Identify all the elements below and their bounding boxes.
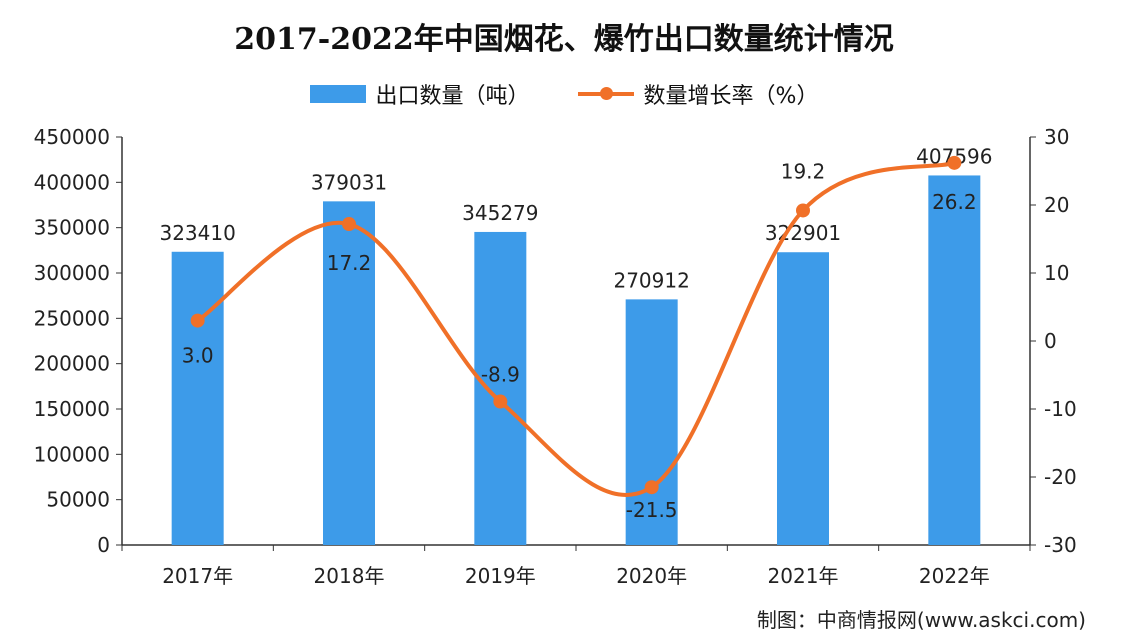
legend-label: 出口数量（吨） bbox=[375, 84, 530, 109]
right-tick-label: 20 bbox=[1044, 193, 1069, 217]
x-tick-label: 2019年 bbox=[465, 564, 536, 588]
bar bbox=[474, 231, 527, 546]
growth-value-label: 3.0 bbox=[182, 344, 214, 368]
x-tick-label: 2020年 bbox=[616, 564, 687, 588]
legend-bar-swatch bbox=[309, 85, 366, 103]
right-tick-label: -10 bbox=[1044, 397, 1077, 421]
x-tick-label: 2021年 bbox=[768, 564, 839, 588]
x-tick-label: 2018年 bbox=[314, 564, 385, 588]
bar-value-label: 322901 bbox=[765, 221, 841, 245]
bar-value-label: 379031 bbox=[311, 170, 387, 194]
left-tick-label: 350000 bbox=[34, 216, 110, 240]
growth-value-label: -21.5 bbox=[626, 498, 678, 522]
left-tick-label: 400000 bbox=[34, 170, 110, 194]
growth-value-label: 19.2 bbox=[781, 159, 826, 183]
growth-value-label: -8.9 bbox=[481, 363, 520, 387]
bar-value-label: 270912 bbox=[613, 268, 689, 292]
left-tick-label: 300000 bbox=[34, 261, 110, 285]
growth-point bbox=[190, 313, 205, 328]
growth-line bbox=[196, 160, 955, 497]
bar bbox=[625, 299, 678, 545]
right-tick-label: 0 bbox=[1044, 329, 1057, 353]
bar bbox=[777, 252, 829, 545]
right-tick-label: 10 bbox=[1044, 261, 1069, 285]
bar bbox=[323, 201, 375, 546]
legend: 出口数量（吨） 数量增长率（%） bbox=[0, 78, 1128, 110]
legend-label: 数量增长率（%） bbox=[643, 84, 819, 109]
right-tick-label: -30 bbox=[1044, 533, 1077, 557]
left-tick-label: 50000 bbox=[46, 488, 110, 512]
left-tick-label: 100000 bbox=[34, 442, 110, 466]
legend-line-swatch bbox=[577, 87, 634, 100]
bar-value-label: 345279 bbox=[462, 201, 538, 225]
growth-point bbox=[493, 394, 508, 409]
x-tick-label: 2017年 bbox=[162, 564, 233, 588]
right-tick-label: 30 bbox=[1044, 125, 1069, 149]
right-tick-label: -20 bbox=[1044, 465, 1077, 489]
growth-point bbox=[644, 480, 659, 495]
left-tick-label: 450000 bbox=[34, 125, 110, 149]
legend-item-line: 数量增长率（%） bbox=[577, 78, 819, 110]
growth-value-label: 26.2 bbox=[932, 190, 977, 214]
chart-title: 2017-2022年中国烟花、爆竹出口数量统计情况 bbox=[234, 22, 894, 57]
left-tick-label: 150000 bbox=[34, 397, 110, 421]
left-tick-label: 250000 bbox=[34, 306, 110, 330]
growth-point bbox=[796, 203, 810, 218]
source-note: 制图：中商情报网(www.askci.com) bbox=[756, 608, 1086, 632]
legend-item-bar: 出口数量（吨） bbox=[309, 78, 530, 110]
x-tick-label: 2022年 bbox=[919, 564, 990, 588]
bar-value-label: 323410 bbox=[159, 221, 235, 245]
bar bbox=[928, 175, 981, 545]
growth-value-label: 17.2 bbox=[327, 251, 372, 275]
growth-point bbox=[342, 217, 356, 232]
left-tick-label: 200000 bbox=[34, 352, 110, 376]
left-tick-label: 0 bbox=[97, 533, 110, 557]
growth-point bbox=[947, 155, 962, 170]
bar bbox=[171, 251, 224, 545]
